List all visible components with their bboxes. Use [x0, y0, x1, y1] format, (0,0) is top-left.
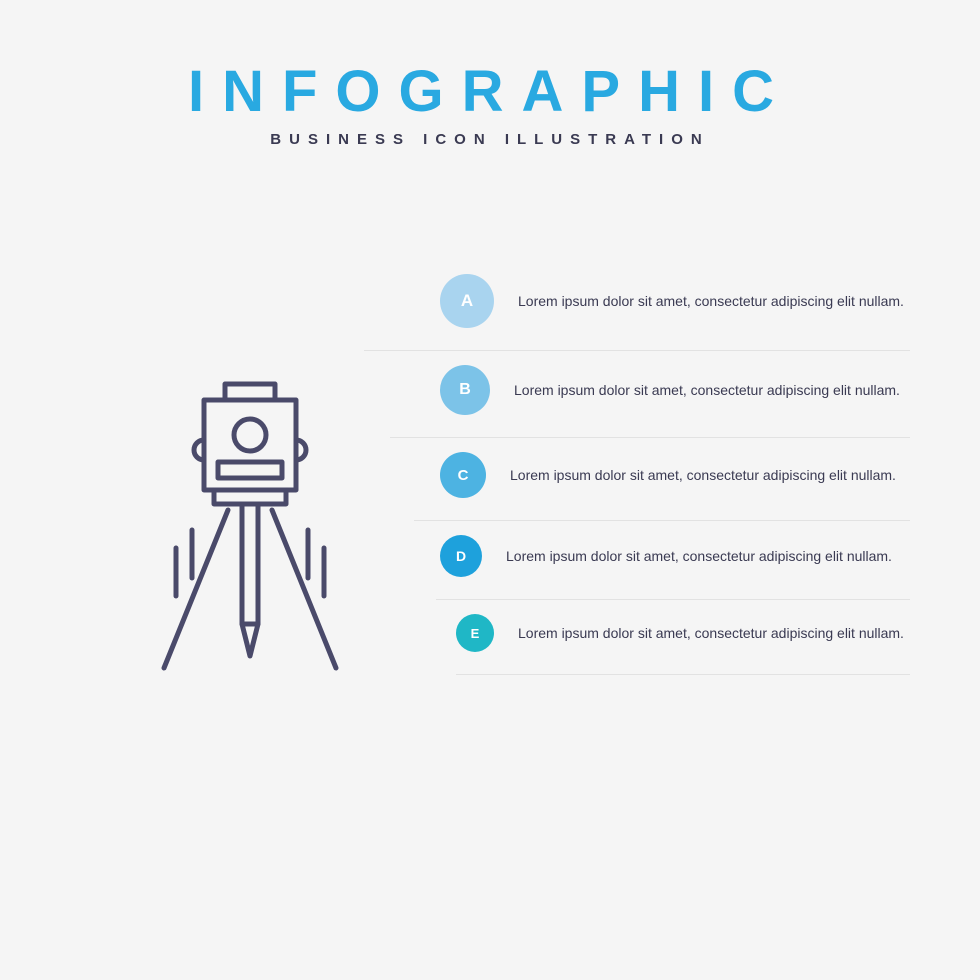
content-area: A Lorem ipsum dolor sit amet, consectetur…: [0, 260, 980, 900]
header: INFOGRAPHIC BUSINESS ICON ILLUSTRATION: [0, 0, 980, 148]
step-row-a: A Lorem ipsum dolor sit amet, consectetur…: [364, 260, 910, 351]
step-text-e: Lorem ipsum dolor sit amet, consectetur …: [518, 623, 904, 644]
step-badge-a: A: [440, 274, 494, 328]
survey-tripod-icon: [120, 380, 380, 680]
step-badge-b: B: [440, 365, 490, 415]
step-badge-e: E: [456, 614, 494, 652]
main-title: INFOGRAPHIC: [0, 58, 980, 125]
step-row-d: D Lorem ipsum dolor sit amet, consectetur…: [436, 521, 910, 600]
step-row-e: E Lorem ipsum dolor sit amet, consectetur…: [456, 600, 910, 675]
steps-list: A Lorem ipsum dolor sit amet, consectetur…: [440, 260, 910, 675]
step-text-a: Lorem ipsum dolor sit amet, consectetur …: [518, 291, 904, 312]
step-row-c: C Lorem ipsum dolor sit amet, consectetur…: [414, 438, 910, 521]
subtitle: BUSINESS ICON ILLUSTRATION: [0, 131, 980, 148]
step-badge-d: D: [440, 535, 482, 577]
step-text-d: Lorem ipsum dolor sit amet, consectetur …: [506, 546, 892, 567]
step-row-b: B Lorem ipsum dolor sit amet, consectetur…: [390, 351, 910, 438]
step-text-c: Lorem ipsum dolor sit amet, consectetur …: [510, 465, 896, 486]
step-badge-c: C: [440, 452, 486, 498]
step-text-b: Lorem ipsum dolor sit amet, consectetur …: [514, 380, 900, 401]
